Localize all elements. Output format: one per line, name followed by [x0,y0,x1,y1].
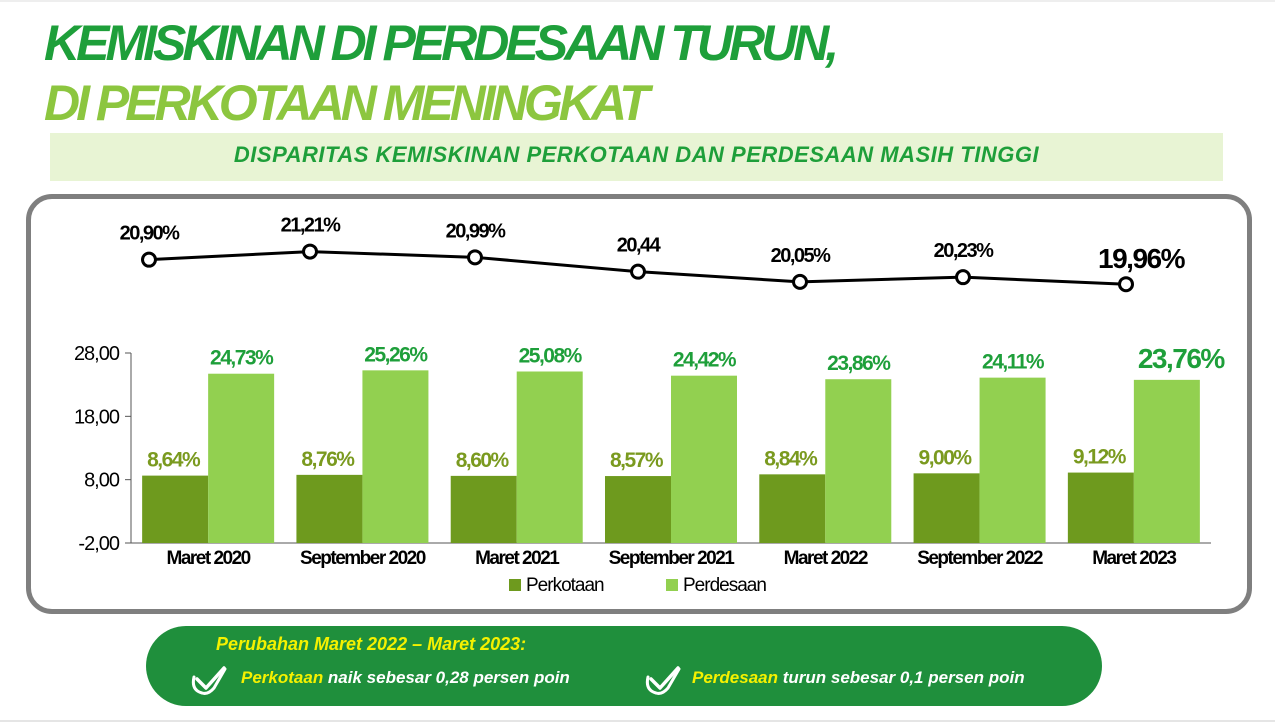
line-point [630,263,646,280]
bar-perdesaan [979,377,1046,543]
x-tick-label: Maret 2021 [475,548,560,569]
line-data-label: 19,96% [1098,243,1186,274]
x-tick-label: Maret 2022 [784,548,868,569]
summary-item-perdesaan-text: turun sebesar 0,1 persen poin [778,668,1025,687]
data-label-perdesaan: 23,76% [1138,343,1226,374]
bar-perkotaan [1067,472,1134,543]
data-label-perkotaan: 8,76% [301,448,355,471]
bar-perdesaan [1133,379,1200,543]
data-label-perdesaan: 25,08% [519,344,583,367]
legend-label-perkotaan: Perkotaan [526,575,604,596]
line-data-label: 20,99% [446,220,507,242]
page-title-line-1: KEMISKINAN DI PERDESAAN TURUN, [44,15,839,71]
line-data-label: 20,44 [617,235,662,257]
line-point [141,251,157,268]
summary-item-perkotaan-label: Perkotaan [241,668,324,687]
top-rule [0,0,1275,2]
bar-perkotaan [759,474,826,543]
line-point [302,243,318,260]
bar-perkotaan [142,475,209,543]
check-icon [191,666,227,695]
data-label-perkotaan: 8,60% [456,449,510,472]
summary-item-perkotaan-text: naik sebesar 0,28 persen poin [323,668,570,687]
y-tick-label: 18,00 [74,406,120,428]
line-point [792,273,808,290]
bar-perdesaan [671,375,737,543]
x-tick-label: September 2020 [300,548,426,569]
x-tick-label: September 2022 [917,548,1043,569]
chart-panel: 28,00 18,00 8,00 -2,00 8,64% 24,73% Maret 2020… [26,194,1252,614]
data-label-perkotaan: 8,84% [764,447,818,470]
data-label-perdesaan: 24,11% [982,351,1045,374]
check-icon [645,666,681,695]
line-data-label: 20,90% [120,223,181,245]
line-point [1118,276,1134,293]
bar-perkotaan [450,475,517,543]
y-tick-label: -2,00 [78,533,119,555]
line-data-label: 21,21% [281,215,342,237]
x-tick-label: Maret 2020 [167,548,251,569]
y-tick-label: 28,00 [74,343,120,365]
line-data-label: 20,05% [771,245,832,267]
bar-perdesaan [362,370,429,543]
x-tick-label: Maret 2023 [1092,548,1176,569]
poverty-chart: 28,00 18,00 8,00 -2,00 8,64% 24,73% Maret 2020… [74,215,1227,596]
bar-perkotaan [296,474,363,543]
data-label-perdesaan: 24,73% [210,347,274,370]
summary-title: Perubahan Maret 2022 – Maret 2023: [216,634,527,654]
page-subtitle: DISPARITAS KEMISKINAN PERKOTAAN DAN PERD… [233,142,1040,167]
bar-perdesaan [208,373,275,543]
bar-perkotaan [913,473,980,543]
summary-box: Perubahan Maret 2022 – Maret 2023: Perko… [146,626,1102,706]
data-label-perkotaan: 9,12% [1073,446,1127,469]
bar-perdesaan [825,379,892,543]
x-tick-label: September 2021 [609,548,736,569]
data-label-perkotaan: 8,57% [610,449,664,472]
data-label-perdesaan: 24,42% [673,349,737,372]
data-label-perdesaan: 25,26% [364,343,428,366]
page-title-line-2: DI PERKOTAAN MENINGKAT [44,75,650,131]
data-label-perdesaan: 23,86% [827,352,891,375]
bar-perkotaan [605,476,671,543]
data-label-perkotaan: 9,00% [919,446,973,469]
legend-swatch-perdesaan [666,579,678,591]
summary-item-perkotaan: Perkotaan naik sebesar 0,28 persen poin [241,668,570,688]
bar-perdesaan [516,371,583,543]
line-point [467,249,483,266]
bottom-rule [0,720,1275,722]
line-point [955,269,971,286]
y-tick-label: 8,00 [84,470,120,492]
legend-label-perdesaan: Perdesaan [683,575,766,596]
subtitle-band: DISPARITAS KEMISKINAN PERKOTAAN DAN PERD… [50,133,1223,181]
summary-item-perdesaan-label: Perdesaan [692,668,778,687]
summary-item-perdesaan: Perdesaan turun sebesar 0,1 persen poin [692,668,1025,688]
legend-swatch-perkotaan [509,579,521,591]
data-label-perkotaan: 8,64% [147,449,201,472]
line-data-label: 20,23% [934,240,995,262]
